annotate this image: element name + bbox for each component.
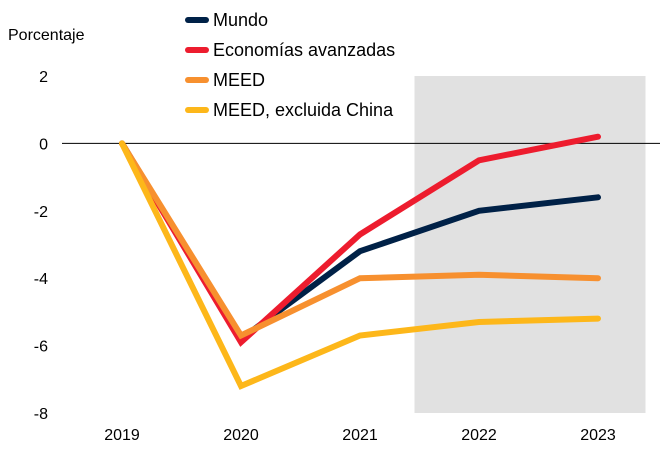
x-tick-label: 2022 [461,427,497,444]
series-line-2 [119,140,601,340]
x-axis-ticks: 2019 2020 2021 2022 2023 [104,427,616,444]
x-tick-label: 2023 [580,427,616,444]
legend-label: MEED, excluida China [213,100,394,120]
y-tick-label: 2 [39,69,48,86]
y-tick-label: -6 [34,339,48,356]
series-lines [119,133,601,390]
legend-label: Mundo [213,10,268,30]
legend: Mundo Economías avanzadas MEED MEED, exclui… [185,10,395,120]
y-axis-ticks: 2 0 -2 -4 -6 -8 [34,69,48,423]
x-tick-label: 2021 [342,427,378,444]
y-tick-label: -8 [34,406,48,423]
y-tick-label: -4 [34,271,48,288]
x-tick-label: 2019 [104,427,140,444]
y-tick-label: -2 [34,204,48,221]
legend-label: MEED [213,70,265,90]
x-tick-label: 2020 [223,427,259,444]
legend-label: Economías avanzadas [213,40,395,60]
series-line-3 [119,140,601,390]
y-axis-label: Porcentaje [8,27,85,44]
y-tick-label: 0 [39,136,48,153]
projection-shaded-region [414,76,646,413]
